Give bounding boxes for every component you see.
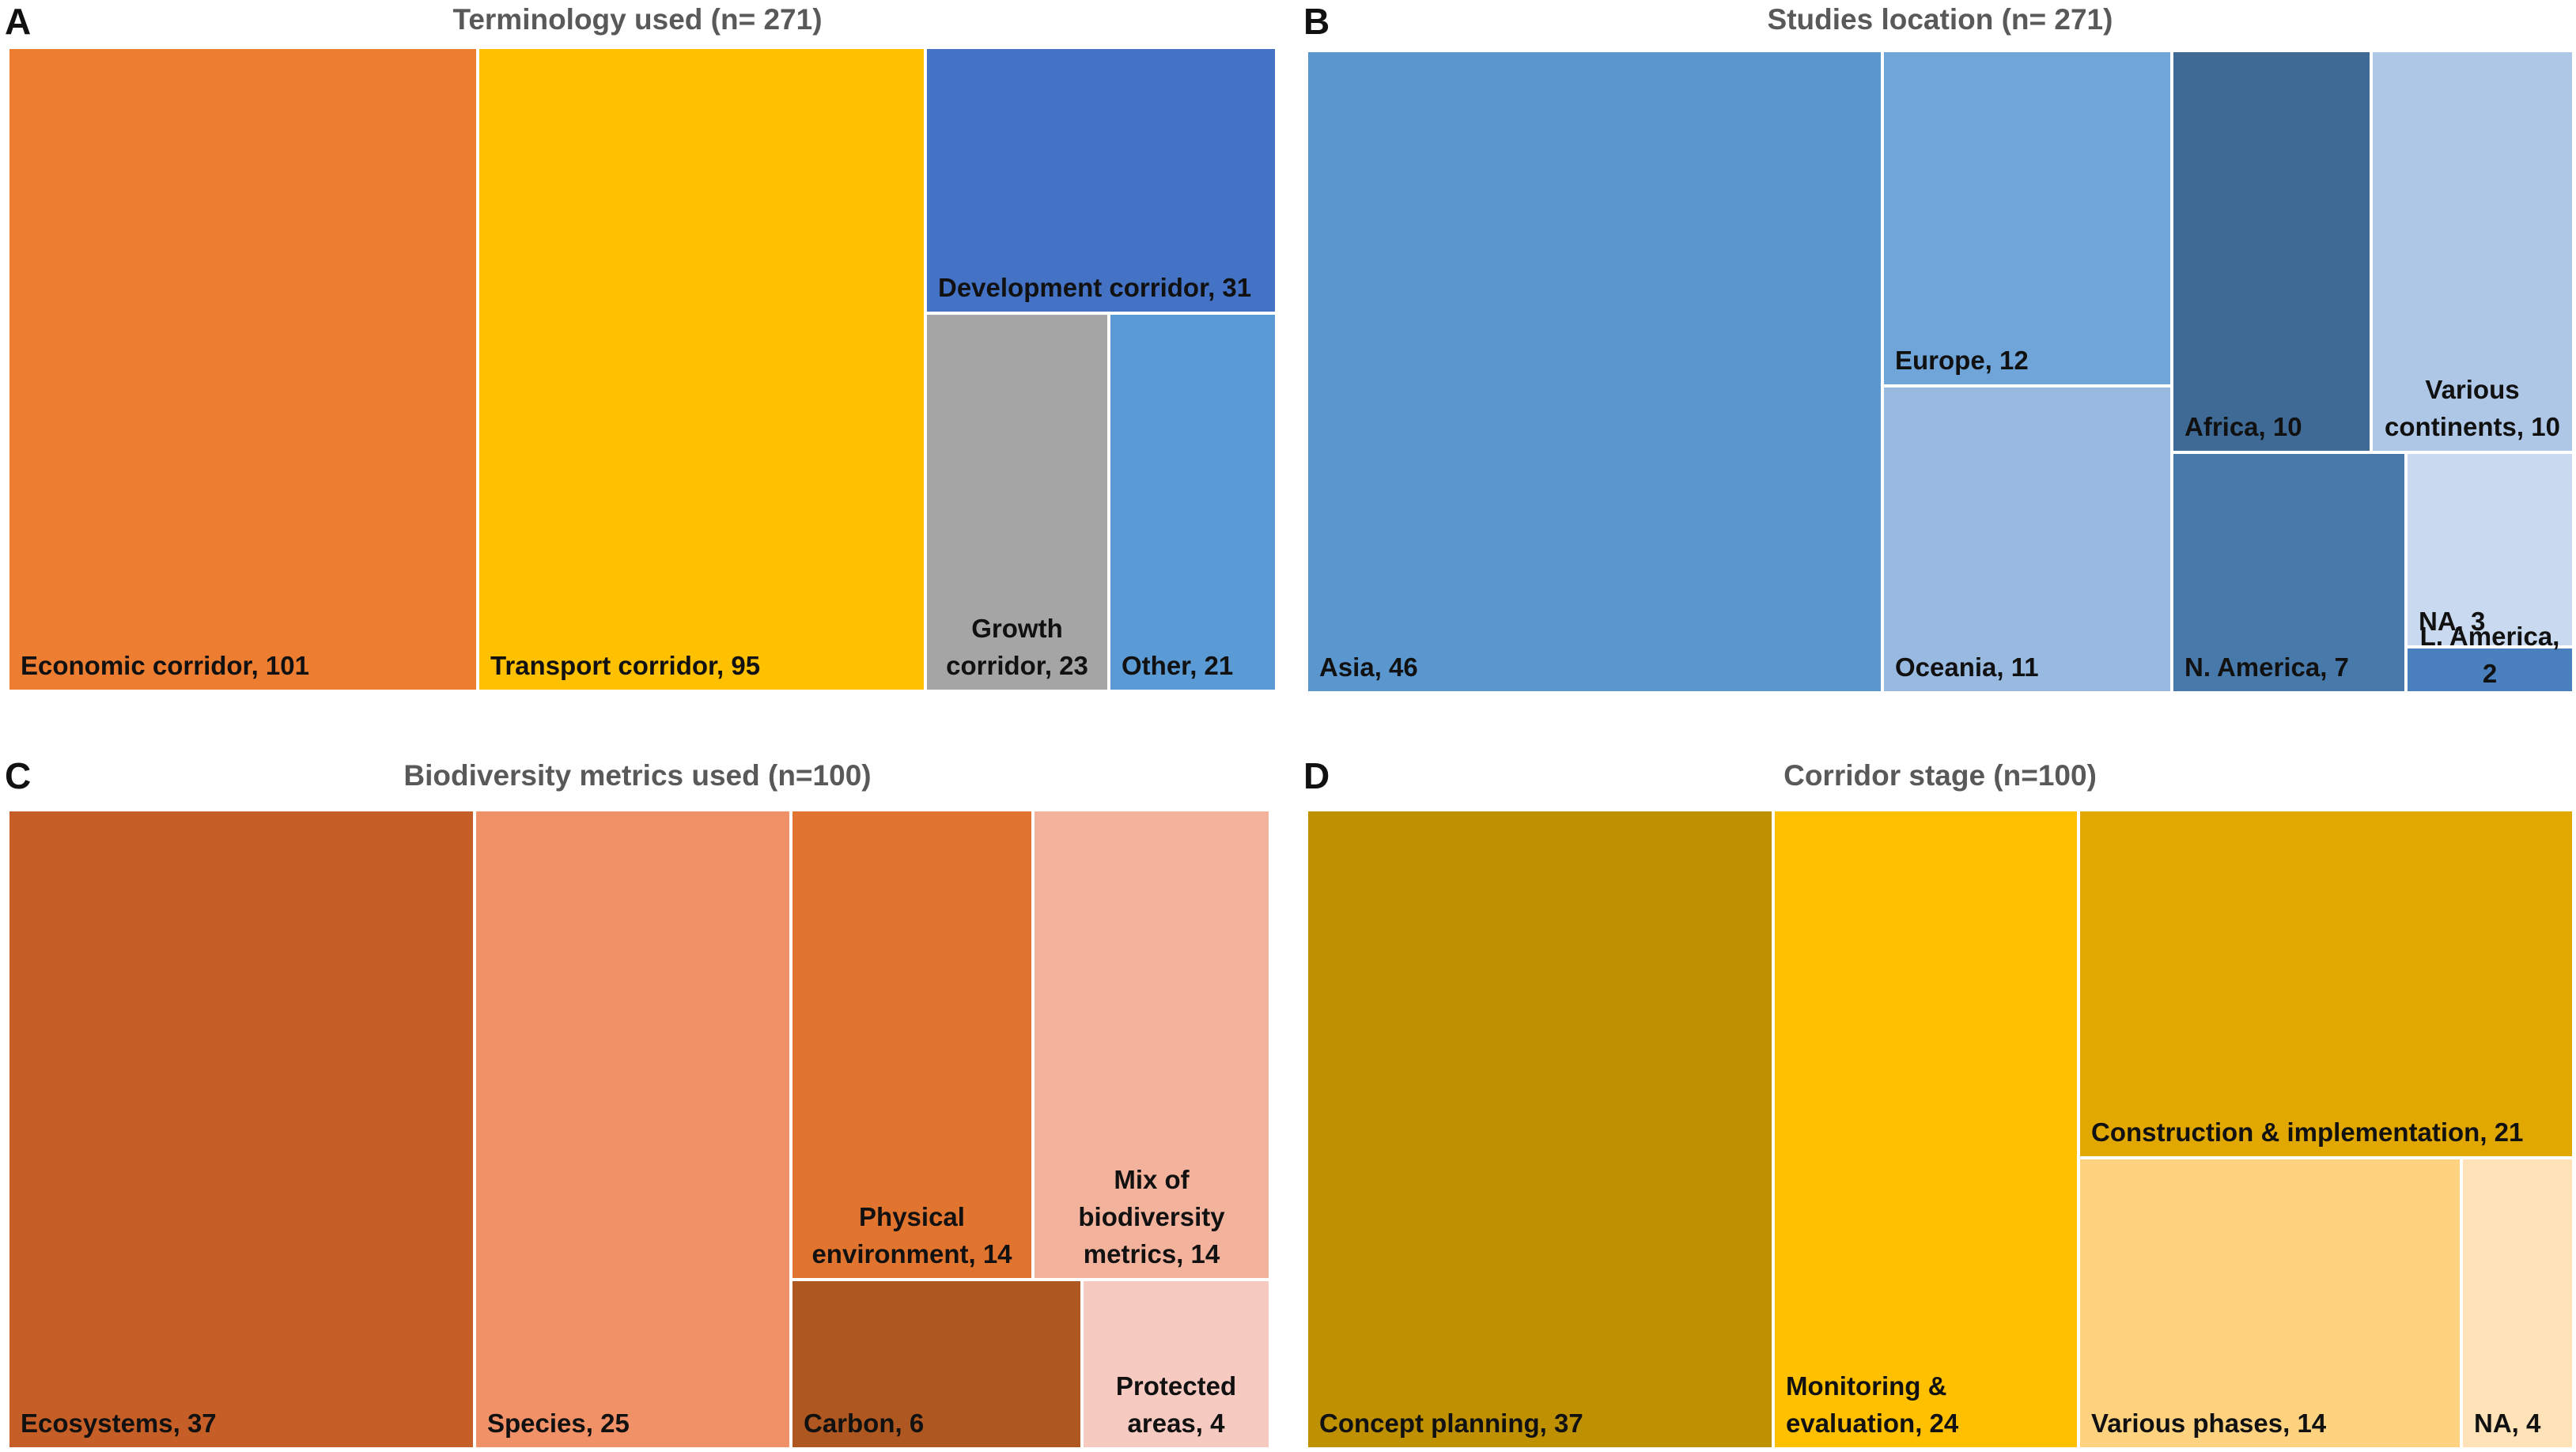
panel-letter-c: C [5, 755, 32, 796]
chart-title-c: Biodiversity metrics used (n=100) [403, 759, 872, 792]
tile-label: Europe, 12 [1895, 346, 2029, 376]
panel-letter-a: A [5, 1, 32, 42]
tile-label: Oceania, 11 [1895, 652, 2039, 683]
chart-title-d: Corridor stage (n=100) [1784, 759, 2097, 792]
treemap-d: Concept planning, 37 Monitoring & evalua… [1305, 808, 2575, 1450]
tile-economic-corridor: Economic corridor, 101 [6, 46, 479, 693]
tile-species: Species, 25 [473, 808, 792, 1450]
tile-label: Species, 25 [487, 1409, 630, 1439]
tile-other: Other, 21 [1107, 312, 1278, 693]
chart-title-a: Terminology used (n= 271) [452, 3, 823, 36]
tile-development-corridor: Development corridor, 31 [924, 46, 1278, 315]
tile-label: Mix of biodiversity metrics, 14 [1078, 1165, 1225, 1269]
tile-label: Economic corridor, 101 [21, 651, 309, 681]
tile-label: Ecosystems, 37 [21, 1409, 217, 1439]
tile-label: Construction & implementation, 21 [2091, 1117, 2524, 1148]
tile-label: Carbon, 6 [804, 1409, 925, 1439]
tile-label: Growth corridor, 23 [946, 614, 1088, 681]
tile-label: Various phases, 14 [2091, 1409, 2327, 1439]
tile-physical-environment: Physical environment, 14 [789, 808, 1035, 1281]
treemap-a: Economic corridor, 101 Transport corrido… [6, 46, 1278, 693]
tile-label: NA, 3 [2419, 607, 2486, 637]
tile-transport-corridor: Transport corridor, 95 [476, 46, 927, 693]
tile-l-america: L. America, 2 [2404, 622, 2575, 694]
tile-growth-corridor: Growth corridor, 23 [924, 312, 1110, 693]
tile-africa: Africa, 10 [2170, 49, 2373, 454]
tile-label: Concept planning, 37 [1319, 1409, 1583, 1439]
tile-label: N. America, 7 [2184, 652, 2349, 683]
tile-europe: Europe, 12 [1881, 49, 2173, 388]
tile-label: Development corridor, 31 [938, 273, 1252, 303]
tile-label: Other, 21 [1122, 651, 1234, 681]
tile-oceania: Oceania, 11 [1881, 384, 2173, 694]
tile-label: L. America, 2 [2419, 622, 2560, 689]
chart-title-b: Studies location (n= 271) [1767, 3, 2113, 36]
tile-carbon: Carbon, 6 [789, 1278, 1084, 1450]
tile-concept-planning: Concept planning, 37 [1305, 808, 1775, 1450]
tile-asia: Asia, 46 [1305, 49, 1884, 694]
tile-label: Monitoring & evaluation, 24 [1786, 1371, 1959, 1439]
tile-ecosystems: Ecosystems, 37 [6, 808, 476, 1450]
treemap-b: Asia, 46 Europe, 12 Oceania, 11 Africa, … [1305, 49, 2575, 694]
tile-na-stage: NA, 4 [2460, 1156, 2575, 1450]
tile-label: NA, 4 [2474, 1409, 2541, 1439]
tile-label: Asia, 46 [1319, 652, 1418, 683]
tile-label: Africa, 10 [2184, 412, 2302, 442]
tile-label: Transport corridor, 95 [490, 651, 761, 681]
tile-n-america: N. America, 7 [2170, 451, 2408, 694]
tile-label: Protected areas, 4 [1115, 1371, 1237, 1439]
tile-monitoring-evaluation: Monitoring & evaluation, 24 [1772, 808, 2080, 1450]
tile-construction-implementation: Construction & implementation, 21 [2077, 808, 2575, 1159]
treemap-c: Ecosystems, 37 Species, 25 Physical envi… [6, 808, 1272, 1450]
tile-mix-of-biodiversity-metrics: Mix of biodiversity metrics, 14 [1031, 808, 1272, 1281]
tile-label: Physical environment, 14 [811, 1202, 1012, 1269]
tile-various-continents: Various continents, 10 [2370, 49, 2575, 454]
tile-protected-areas: Protected areas, 4 [1080, 1278, 1272, 1450]
panel-letter-b: B [1303, 1, 1330, 42]
panel-letter-d: D [1303, 755, 1330, 796]
tile-various-phases: Various phases, 14 [2077, 1156, 2463, 1450]
tile-na: NA, 3 [2404, 451, 2575, 648]
tile-label: Various continents, 10 [2385, 375, 2560, 442]
